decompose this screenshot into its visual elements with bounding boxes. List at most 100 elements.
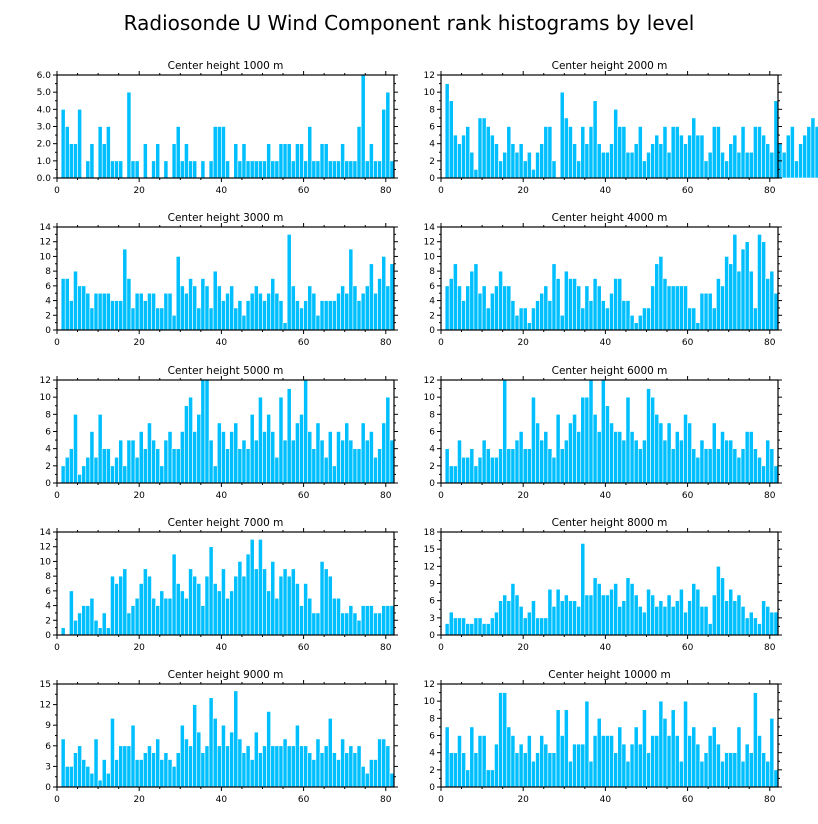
histogram-bar — [674, 126, 680, 179]
x-tick-label: 60 — [298, 795, 310, 805]
histogram-bar — [114, 583, 119, 636]
histogram-bar — [720, 431, 725, 484]
histogram-bar — [518, 307, 524, 331]
y-tick-label: 0 — [45, 479, 51, 489]
panel-9: Center height 9000 m 0 3 6 9 12 15 0 20 40 60 80 — [40, 669, 398, 805]
histogram-bar — [711, 422, 717, 484]
histogram-bar — [633, 726, 639, 788]
y-tick-label: 12 — [424, 562, 435, 572]
y-tick-label: 14 — [424, 223, 436, 233]
histogram-bar — [485, 623, 491, 636]
histogram-bar — [299, 414, 304, 484]
histogram-bar — [369, 605, 374, 636]
histogram-bar — [744, 617, 750, 636]
histogram-bar — [670, 285, 676, 331]
histogram-bar — [93, 292, 99, 331]
histogram-bar — [212, 718, 218, 788]
histogram-bar — [621, 126, 627, 179]
histogram-bar — [691, 117, 697, 179]
histogram-bar — [490, 292, 495, 331]
histogram-bar — [650, 396, 656, 484]
histogram-bar — [106, 292, 111, 331]
histogram-bar — [494, 285, 499, 331]
x-tick-label: 60 — [298, 643, 310, 653]
histogram-bar — [674, 431, 680, 484]
histogram-bar — [576, 431, 582, 484]
histogram-bar — [736, 456, 742, 484]
histogram-bar — [118, 300, 124, 331]
histogram-bar — [377, 160, 382, 179]
histogram-bar — [461, 134, 466, 179]
histogram-bar — [794, 160, 799, 179]
histogram-bar — [757, 735, 762, 788]
histogram-bar — [134, 292, 140, 331]
histogram-bar — [716, 743, 721, 788]
histogram-bar — [81, 465, 87, 484]
histogram-bar — [282, 439, 288, 484]
histogram-bar — [97, 627, 103, 636]
histogram-bar — [188, 745, 193, 788]
histogram-bar — [477, 456, 483, 484]
histogram-bar — [278, 143, 284, 179]
histogram-bar — [773, 611, 779, 636]
histogram-bar — [707, 448, 713, 484]
panels: Center height 1000 m 0.0 1.0 2.0 3.0 4.0 5.0 6.… — [37, 60, 818, 805]
histogram-bar — [707, 292, 713, 331]
x-tick-label: 60 — [298, 491, 310, 501]
histogram-bar — [531, 169, 536, 179]
histogram-bar — [625, 577, 631, 636]
histogram-bar — [311, 759, 317, 788]
y-tick-label: 0.0 — [37, 174, 52, 184]
histogram-bar — [126, 745, 132, 788]
histogram-bar — [274, 160, 280, 179]
histogram-bar — [679, 760, 684, 788]
histogram-bar — [617, 726, 623, 788]
histogram-bar — [514, 439, 520, 484]
x-tick-label: 80 — [380, 186, 392, 196]
histogram-bar — [93, 456, 99, 484]
histogram-bar — [625, 300, 631, 331]
histogram-bar — [311, 612, 317, 636]
histogram-bar — [629, 431, 635, 484]
histogram-bar — [720, 285, 725, 331]
histogram-bar — [683, 414, 688, 484]
histogram-bar — [773, 292, 779, 331]
histogram-bar — [498, 270, 503, 331]
histogram-bar — [200, 752, 206, 788]
histogram-bar — [188, 568, 193, 636]
histogram-bar — [453, 134, 458, 179]
histogram-bar — [233, 575, 239, 636]
histogram-bar — [97, 414, 103, 484]
histogram-bar — [253, 568, 259, 636]
histogram-bar — [596, 285, 602, 331]
histogram-bar — [810, 117, 816, 179]
histogram-bar — [278, 396, 284, 484]
histogram-bar — [658, 700, 664, 788]
histogram-bar — [535, 422, 540, 484]
histogram-bar — [262, 431, 267, 484]
histogram-bar — [477, 617, 483, 636]
histogram-bar — [340, 439, 345, 484]
histogram-bar — [327, 718, 333, 788]
histogram-bar — [535, 617, 540, 636]
histogram-bar — [551, 160, 557, 179]
histogram-bar — [609, 143, 614, 179]
histogram-bar — [85, 605, 91, 636]
histogram-bar — [584, 285, 590, 331]
histogram-bar — [81, 605, 87, 636]
histogram-bar — [319, 561, 325, 636]
x-tick-label: 40 — [216, 491, 228, 501]
histogram-bar — [143, 300, 148, 331]
histogram-bar — [85, 160, 91, 179]
histogram-bar — [360, 292, 366, 331]
histogram-bar — [559, 448, 565, 484]
histogram-bar — [369, 759, 374, 788]
histogram-bar — [666, 151, 672, 179]
histogram-bar — [477, 292, 483, 331]
histogram-bar — [707, 151, 713, 179]
histogram-bar — [290, 439, 296, 484]
histogram-bar — [122, 248, 128, 331]
histogram-bar — [64, 456, 70, 484]
histogram-bar — [118, 575, 124, 636]
histogram-bar — [126, 278, 132, 331]
